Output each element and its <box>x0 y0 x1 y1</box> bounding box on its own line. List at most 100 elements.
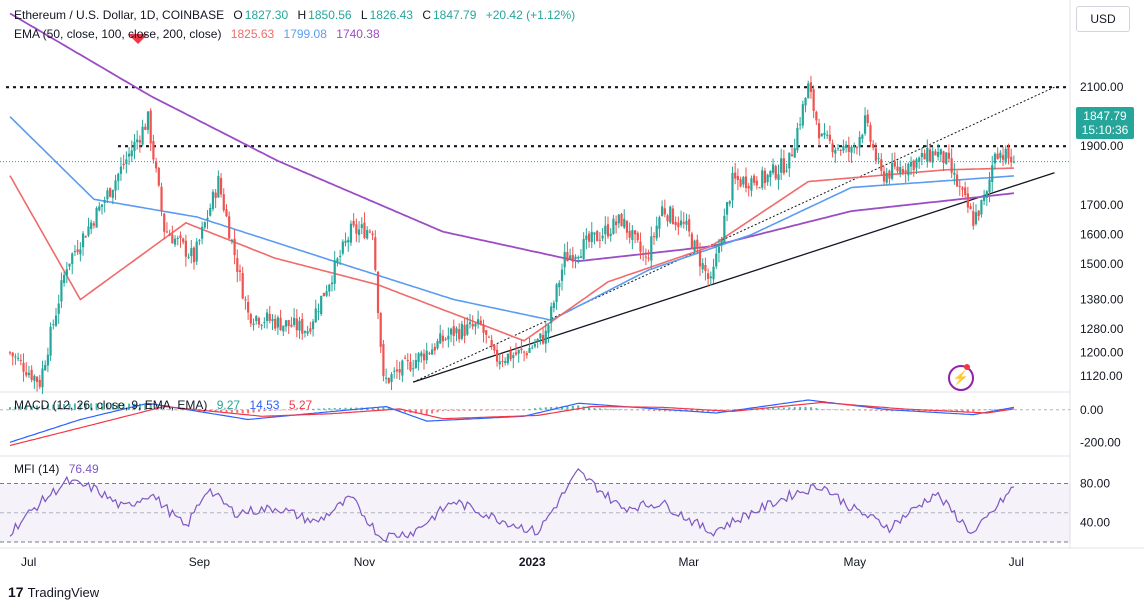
candle-body <box>845 144 848 149</box>
candle-body <box>606 224 610 237</box>
candle-body <box>371 233 374 235</box>
candle-body <box>333 260 336 284</box>
macd-histogram-bar <box>431 409 434 414</box>
candle-body <box>11 352 14 357</box>
candle-body <box>563 252 566 268</box>
candle-body <box>744 176 748 189</box>
macd-histogram-bar <box>57 404 60 410</box>
candle-body <box>79 249 82 255</box>
ema-legend-label: EMA (50, close, 100, close, 200, close) <box>14 27 222 41</box>
macd-histogram-bar <box>317 408 320 410</box>
candle-body <box>390 374 393 382</box>
candle-body <box>349 223 353 243</box>
candle-body <box>163 213 166 232</box>
candle-body <box>179 235 182 238</box>
candle-body <box>17 357 20 359</box>
candle-body <box>704 264 707 271</box>
candle-body <box>642 253 645 255</box>
candle-body <box>790 154 794 157</box>
candle-body <box>636 232 639 241</box>
macd-histogram-bar <box>398 409 401 412</box>
candle-body <box>52 324 55 326</box>
candle-body <box>661 206 664 217</box>
candle-body <box>514 352 518 355</box>
candle-body <box>652 236 656 238</box>
macd-histogram-bar <box>377 407 379 410</box>
last-price-tag: 1847.79 15:10:36 <box>1076 107 1134 139</box>
candle-body <box>214 192 217 199</box>
candle-body <box>961 187 964 190</box>
candle-body <box>136 139 139 143</box>
macd-histogram-bar <box>241 409 244 414</box>
candle-body <box>471 323 474 327</box>
candle-body <box>598 239 601 241</box>
currency-button[interactable]: USD <box>1076 6 1130 32</box>
candle-body <box>536 339 539 342</box>
candle-body <box>525 353 528 356</box>
macd-histogram-bar <box>653 409 655 411</box>
candle-body <box>336 258 339 264</box>
macd-histogram-bar <box>268 409 271 411</box>
candle-body <box>322 292 325 297</box>
macd-histogram-bar <box>52 404 55 410</box>
macd-histogram-bar <box>858 409 861 411</box>
candle-body <box>736 176 739 181</box>
candle-body <box>831 143 834 153</box>
macd-histogram-bar <box>36 405 39 410</box>
macd-histogram-bar <box>160 408 163 410</box>
candle-body <box>27 372 31 376</box>
candle-body <box>571 254 574 262</box>
candle-body <box>33 375 36 381</box>
macd-histogram-bar <box>14 406 17 410</box>
macd-histogram-bar <box>631 409 634 411</box>
tradingview-brand[interactable]: 17 TradingView <box>8 584 99 600</box>
candle-body <box>117 173 120 181</box>
candle-body <box>826 134 829 136</box>
macd-histogram-bar <box>339 407 342 410</box>
candle-body <box>422 353 426 361</box>
candle-body <box>238 270 242 272</box>
candle-body <box>287 320 290 326</box>
macd-histogram-bar <box>414 409 417 414</box>
macd-histogram-bar <box>701 409 704 412</box>
candle-body <box>257 318 261 325</box>
lightning-icon[interactable]: ⚡ <box>948 365 974 391</box>
candle-body <box>173 238 177 245</box>
last-price: 1847.79 <box>1083 109 1127 123</box>
candle-body <box>244 299 247 301</box>
candle-body <box>41 368 44 388</box>
candle-body <box>187 256 190 258</box>
macd-histogram-bar <box>328 408 331 410</box>
candle-body <box>893 161 896 167</box>
macd-histogram-bar <box>496 409 499 411</box>
candle-body <box>817 123 821 139</box>
candle-body <box>406 359 409 361</box>
candle-body <box>926 147 929 163</box>
candle-body <box>953 172 956 175</box>
candle-body <box>417 353 420 363</box>
candle-body <box>265 312 269 322</box>
macd-histogram-bar <box>815 408 818 410</box>
candle-body <box>125 159 128 164</box>
candle-body <box>709 276 712 279</box>
candle-body <box>352 220 355 226</box>
candle-body <box>146 111 150 130</box>
macd-histogram-bar <box>46 404 49 410</box>
close-value: 1847.79 <box>433 8 477 22</box>
macd-histogram-bar <box>469 409 471 411</box>
macd-histogram-bar <box>236 409 239 413</box>
candle-body <box>882 171 886 182</box>
close-label: C <box>422 8 431 22</box>
macd-histogram-bar <box>956 409 959 412</box>
candle-body <box>723 215 726 243</box>
macd-histogram-bar <box>847 409 850 411</box>
candle-body <box>249 314 252 324</box>
macd-histogram-bar <box>436 409 439 413</box>
macd-histogram-bar <box>539 407 542 410</box>
macd-histogram-bar <box>79 403 82 410</box>
x-tick-label: Nov <box>354 555 375 569</box>
macd-histogram-bar <box>636 409 639 411</box>
candle-body <box>133 141 136 152</box>
candle-body <box>918 157 921 162</box>
